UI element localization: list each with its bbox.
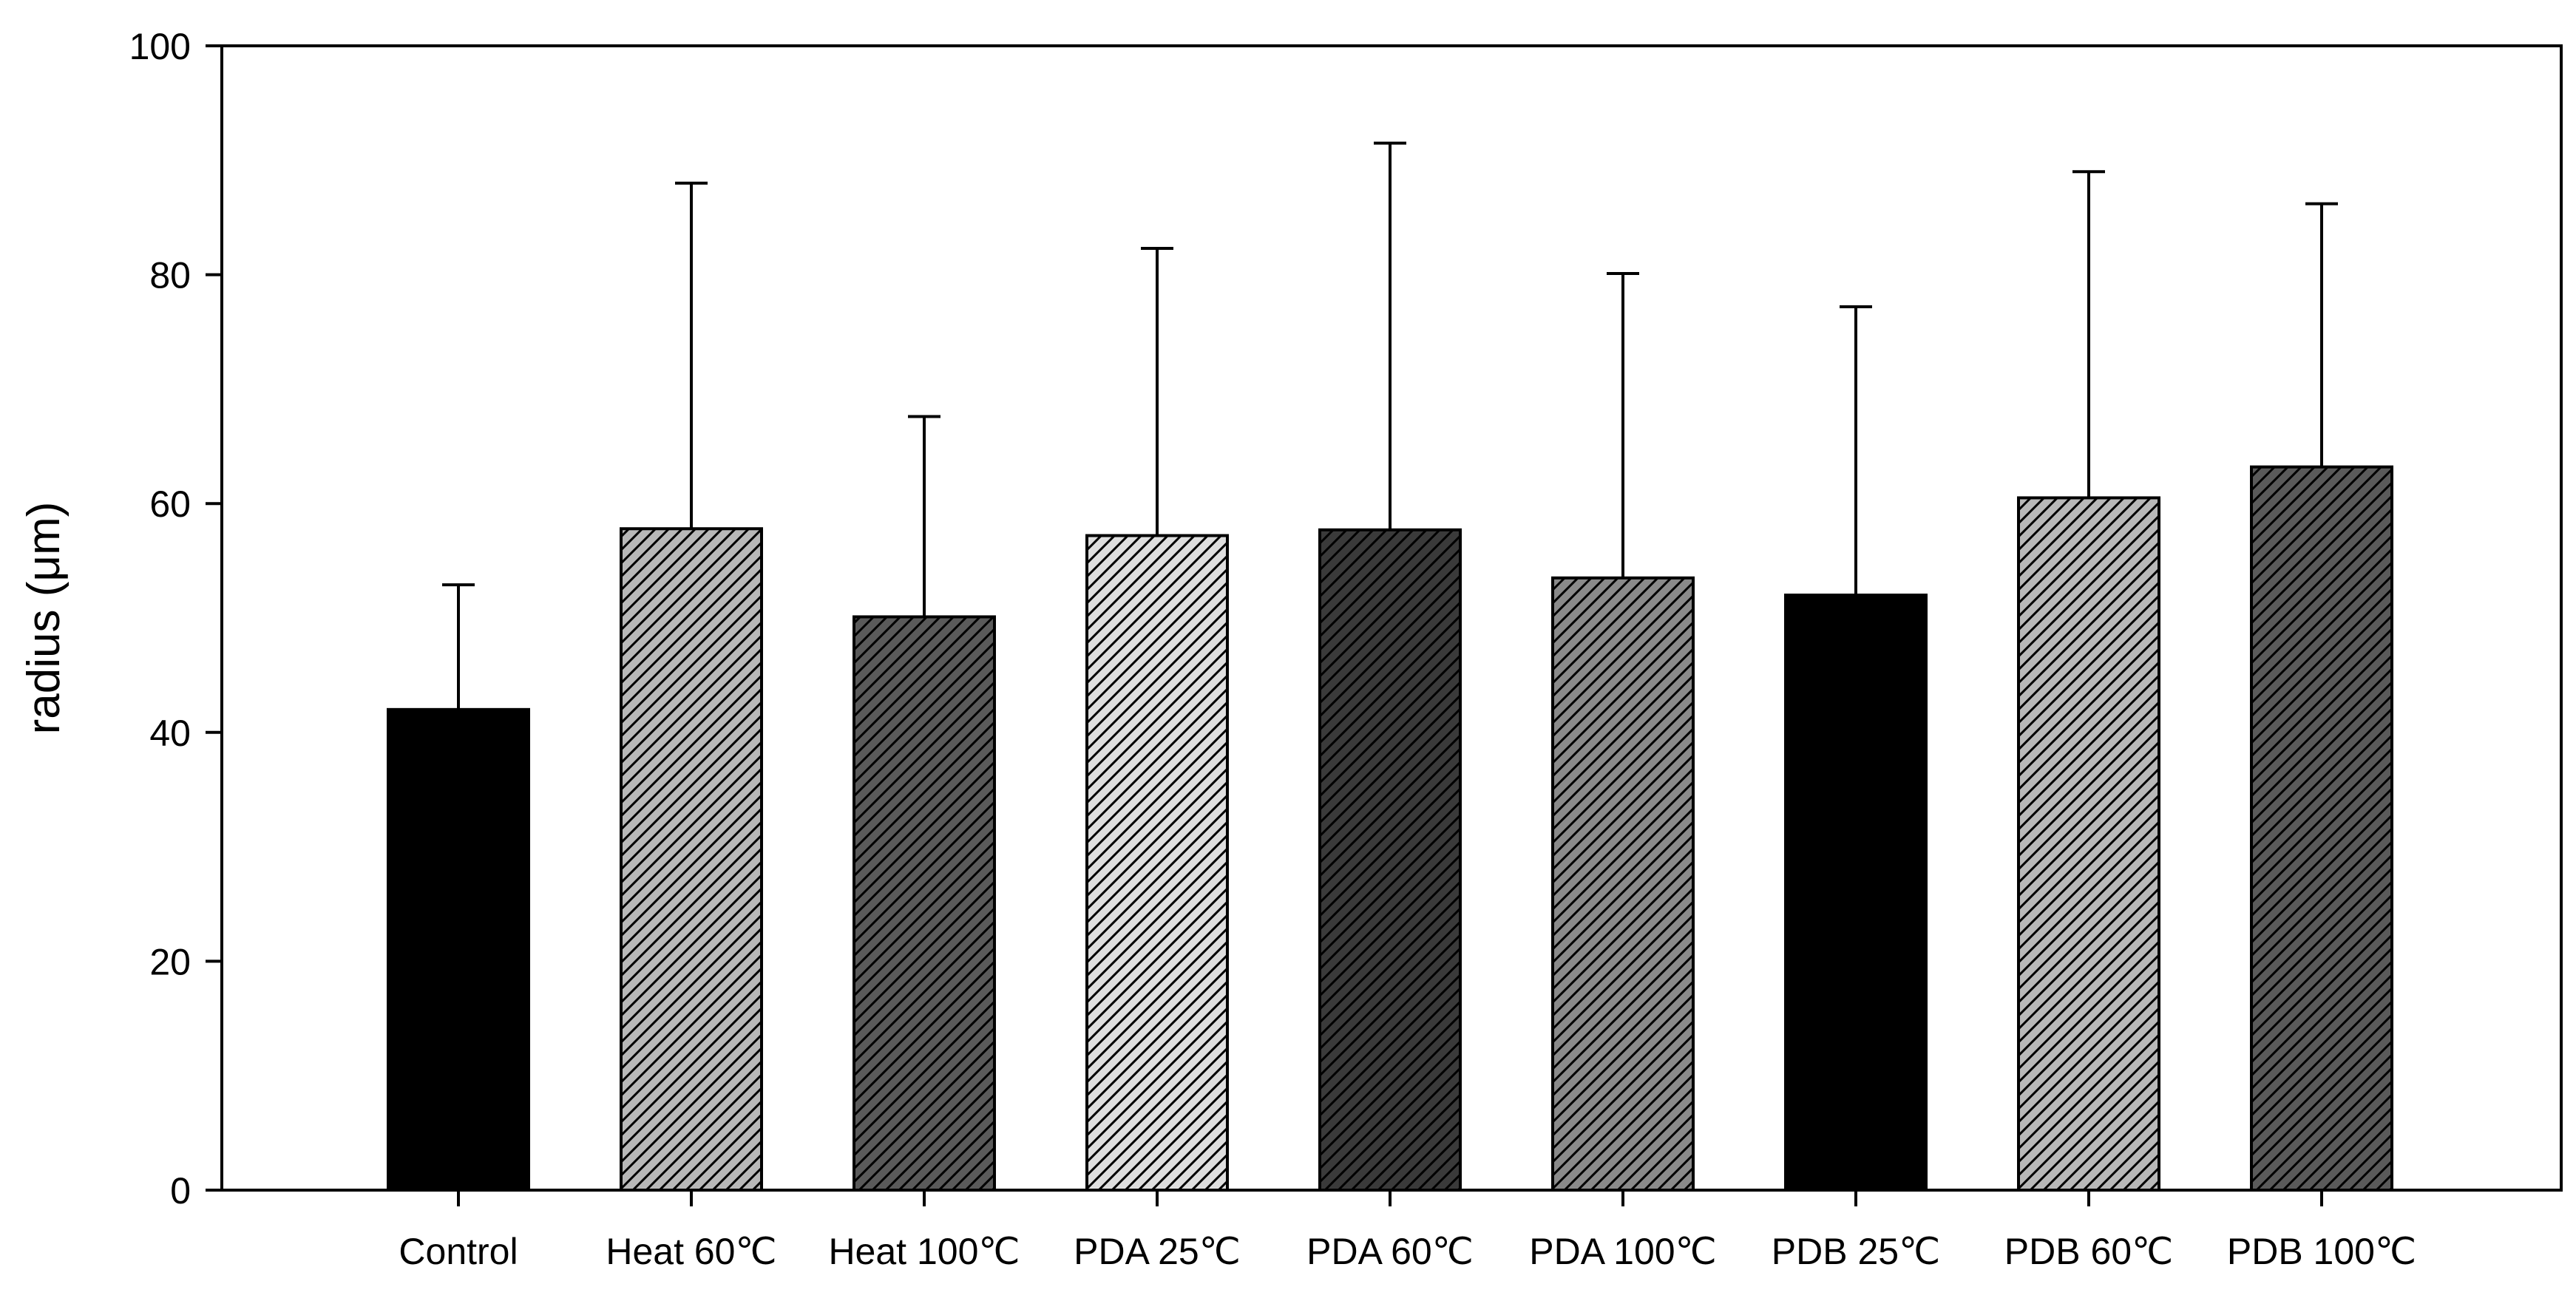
bar: [2017, 496, 2160, 1192]
x-tick-label: PDB 100℃: [2227, 1231, 2416, 1272]
error-bar: [1840, 305, 1872, 596]
bar: [387, 707, 530, 1192]
y-tick-label: 60: [149, 483, 191, 525]
x-tick-label: PDA 60℃: [1306, 1231, 1474, 1272]
y-tick-label: 20: [149, 941, 191, 982]
bar: [853, 615, 996, 1192]
error-bar: [908, 415, 940, 617]
bar: [1085, 534, 1229, 1192]
x-tick-label: PDA 25℃: [1074, 1231, 1241, 1272]
error-bar: [1141, 246, 1173, 536]
bars-layer: [387, 465, 2393, 1192]
error-bar: [2072, 170, 2105, 498]
x-tick-label: PDA 100℃: [1529, 1231, 1717, 1272]
error-bars-layer: [442, 141, 2338, 710]
x-tick-label: Heat 100℃: [828, 1231, 1020, 1272]
y-tick-label: 100: [129, 26, 191, 67]
y-tick-label: 40: [149, 713, 191, 754]
x-tick-label: PDB 25℃: [1772, 1231, 1940, 1272]
x-tick-label: Control: [399, 1231, 518, 1272]
error-bar: [2305, 202, 2338, 467]
x-axis: Control Heat 60℃ Heat 100℃ PDA 25℃ PDA 60℃ PD…: [399, 1190, 2416, 1272]
error-bar: [442, 583, 475, 710]
bar: [1551, 576, 1695, 1192]
bar: [620, 527, 763, 1192]
y-axis: 0 20 40 60 80 100: [129, 26, 222, 1212]
x-tick-label: PDB 60℃: [2004, 1231, 2173, 1272]
bar: [1784, 594, 1928, 1192]
x-tick-label: Heat 60℃: [606, 1231, 776, 1272]
bar: [1318, 528, 1462, 1192]
error-bar: [1374, 141, 1406, 530]
y-tick-label: 0: [170, 1170, 191, 1212]
error-bar: [1607, 272, 1639, 578]
y-tick-label: 80: [149, 255, 191, 296]
bar: [2250, 465, 2393, 1192]
y-axis-label: radius (μm): [18, 502, 70, 735]
error-bar: [675, 181, 708, 529]
